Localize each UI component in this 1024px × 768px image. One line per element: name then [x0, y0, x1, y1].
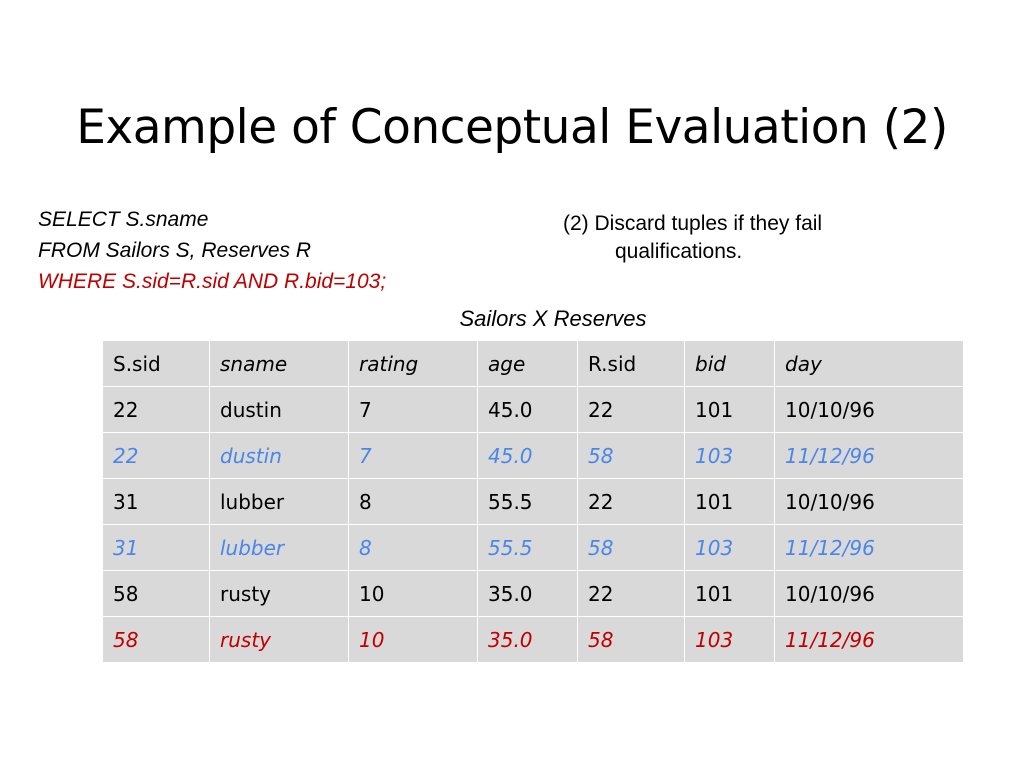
cell-sname: rusty — [209, 570, 349, 617]
cell-rsid: 22 — [577, 386, 685, 433]
cell-age: 55.5 — [477, 524, 578, 571]
table-row: 31 lubber 8 55.5 22 101 10/10/96 — [102, 478, 964, 525]
cell-bid: 103 — [684, 524, 775, 571]
cell-age: 35.0 — [477, 570, 578, 617]
cell-day: 10/10/96 — [774, 570, 964, 617]
table-row: 31 lubber 8 55.5 58 103 11/12/96 — [102, 524, 964, 571]
cell-ssid: 58 — [102, 570, 210, 617]
step-note-line1: (2) Discard tuples if they fail — [563, 212, 823, 235]
slide-title: Example of Conceptual Evaluation (2) — [76, 100, 948, 155]
cell-sname: dustin — [209, 386, 349, 433]
header-bid: bid — [684, 340, 775, 387]
sql-from-line: FROM Sailors S, Reserves R — [38, 239, 312, 262]
cross-product-table: S.sid sname rating age R.sid bid day 22 d… — [102, 340, 964, 663]
cell-rating: 7 — [348, 432, 478, 479]
cell-sname: lubber — [209, 524, 349, 571]
table-row: 58 rusty 10 35.0 22 101 10/10/96 — [102, 570, 964, 617]
cell-rsid: 58 — [577, 616, 685, 663]
cell-rating: 10 — [348, 616, 478, 663]
sql-query: SELECT S.sname FROM Sailors S, Reserves … — [38, 204, 386, 297]
cell-day: 10/10/96 — [774, 478, 964, 525]
cell-sname: rusty — [209, 616, 349, 663]
cell-bid: 101 — [684, 478, 775, 525]
header-age: age — [477, 340, 578, 387]
step-note-line2: qualifications. — [615, 240, 743, 263]
header-sname: sname — [209, 340, 349, 387]
cell-ssid: 31 — [102, 524, 210, 571]
table-caption: Sailors X Reserves — [459, 306, 647, 331]
cell-age: 35.0 — [477, 616, 578, 663]
cell-day: 11/12/96 — [774, 524, 964, 571]
cell-rsid: 58 — [577, 432, 685, 479]
header-ssid: S.sid — [102, 340, 210, 387]
cell-bid: 103 — [684, 432, 775, 479]
cell-ssid: 31 — [102, 478, 210, 525]
cell-bid: 101 — [684, 386, 775, 433]
cell-age: 45.0 — [477, 386, 578, 433]
header-rsid: R.sid — [577, 340, 685, 387]
cell-ssid: 58 — [102, 616, 210, 663]
cell-rating: 7 — [348, 386, 478, 433]
header-day: day — [774, 340, 964, 387]
cell-rsid: 22 — [577, 570, 685, 617]
step-note: (2) Discard tuples if they fail qualific… — [563, 210, 923, 266]
cell-age: 45.0 — [477, 432, 578, 479]
table-row: 58 rusty 10 35.0 58 103 11/12/96 — [102, 616, 964, 663]
cell-sname: dustin — [209, 432, 349, 479]
cell-ssid: 22 — [102, 432, 210, 479]
cell-rating: 8 — [348, 478, 478, 525]
cell-rating: 8 — [348, 524, 478, 571]
cell-rating: 10 — [348, 570, 478, 617]
cell-bid: 101 — [684, 570, 775, 617]
sql-where-line: WHERE S.sid=R.sid AND R.bid=103; — [38, 270, 387, 293]
cell-bid: 103 — [684, 616, 775, 663]
sql-select-line: SELECT S.sname — [38, 208, 209, 231]
cell-rsid: 58 — [577, 524, 685, 571]
cell-ssid: 22 — [102, 386, 210, 433]
cell-rsid: 22 — [577, 478, 685, 525]
cell-age: 55.5 — [477, 478, 578, 525]
table-row: 22 dustin 7 45.0 22 101 10/10/96 — [102, 386, 964, 433]
cell-day: 11/12/96 — [774, 432, 964, 479]
header-rating: rating — [348, 340, 478, 387]
cell-sname: lubber — [209, 478, 349, 525]
table-row: 22 dustin 7 45.0 58 103 11/12/96 — [102, 432, 964, 479]
table-header-row: S.sid sname rating age R.sid bid day — [102, 340, 964, 387]
cell-day: 11/12/96 — [774, 616, 964, 663]
cell-day: 10/10/96 — [774, 386, 964, 433]
